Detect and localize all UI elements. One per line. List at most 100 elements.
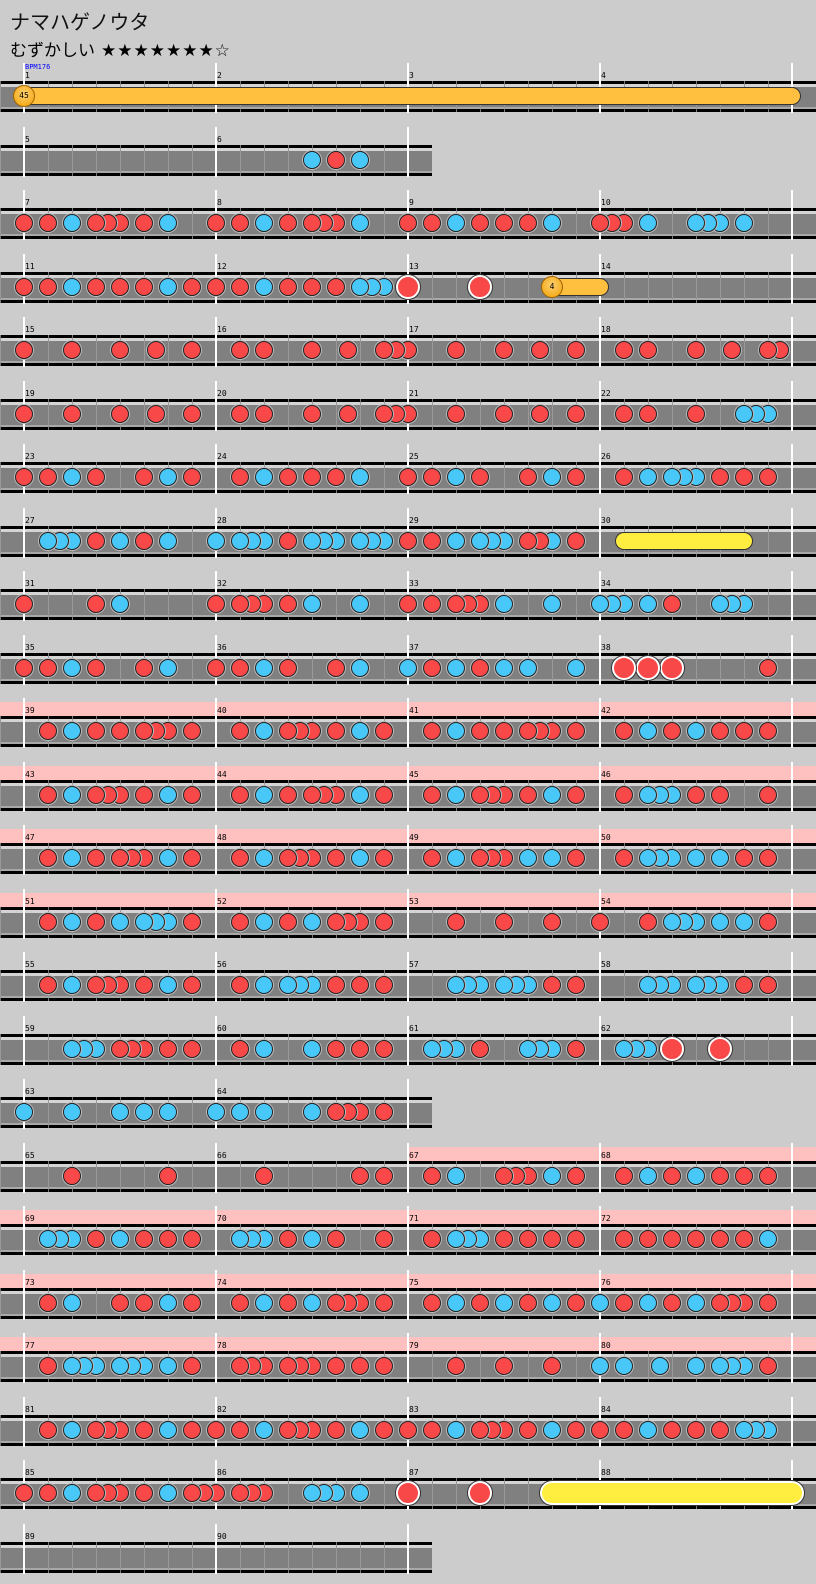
beat-tick [336,1160,337,1164]
ka-note [159,468,177,486]
beat-tick [744,1160,745,1164]
beat-tick [120,998,121,1001]
beat-tick [120,1541,121,1545]
don-note [15,468,33,486]
beat-tick [360,1224,361,1227]
measure-number: 19 [25,388,35,398]
don-note [735,722,753,740]
don-note [87,595,105,613]
beat-tick [312,998,313,1001]
don-note [519,531,537,550]
ka-note [351,595,369,613]
beat-tick [72,1033,73,1037]
chart-row: 85 86 87 88 [0,1460,816,1512]
barline [791,1269,793,1320]
don-note [39,912,57,931]
beat-tick [720,236,721,239]
beat-tick [720,490,721,493]
measure-number: 86 [217,1468,227,1477]
beat-tick [48,1287,49,1291]
beat-gridline [192,147,193,173]
beat-tick [240,1160,241,1164]
don-note [711,1293,729,1312]
beat-tick [624,208,625,211]
ka-note [447,1420,465,1439]
beat-tick [384,807,385,811]
don-note [147,404,165,423]
beat-gridline [432,338,433,363]
beat-tick [264,490,265,493]
beat-tick [96,398,97,402]
don-note [183,1230,201,1248]
beat-tick [336,589,337,592]
beat-tick [288,744,289,747]
beat-tick [312,172,313,176]
beat-tick [168,236,169,239]
beat-tick [120,299,121,303]
ka-note [159,1103,177,1121]
beat-tick [312,1287,313,1291]
beat-tick [48,1061,49,1065]
beat-tick [240,1252,241,1255]
beat-tick [360,1061,361,1065]
beat-tick [384,1188,385,1192]
don-note [327,722,345,740]
beat-tick [624,807,625,811]
don-note [87,468,105,486]
beat-tick [696,1287,697,1291]
don-note [591,214,609,232]
beat-tick [72,398,73,402]
beat-tick [696,1033,697,1037]
beat-tick [72,1478,73,1481]
beat-tick [576,1224,577,1227]
chart-row: 73 74 75 76 [0,1269,816,1322]
don-note [231,404,249,423]
beat-tick [480,553,481,557]
beat-gridline [624,909,625,935]
beat-gridline [384,465,385,490]
beat-tick [552,1061,553,1065]
beat-tick [288,998,289,1001]
beat-tick [264,236,265,239]
beat-tick [528,335,529,338]
beat-tick [0,617,1,620]
beat-tick [240,1287,241,1291]
beat-tick [504,1061,505,1065]
beat-tick [288,934,289,938]
beat-tick [120,1125,121,1128]
beat-tick [744,271,745,275]
ka-note [351,785,369,804]
beat-tick [192,1478,193,1481]
beat-tick [624,553,625,557]
don-note [735,1230,753,1248]
beat-tick [360,744,361,747]
barline [791,1396,793,1447]
beat-tick [744,1414,745,1418]
barline [791,634,793,685]
don-note [447,912,465,931]
don-note [519,785,537,804]
beat-gridline [744,655,745,681]
don-note [711,1230,729,1248]
beat-tick [432,81,433,84]
beat-tick [96,1061,97,1065]
beat-tick [672,426,673,430]
ka-note [63,722,81,740]
beat-tick [120,1252,121,1255]
gogo-band [408,1146,600,1161]
beat-gridline [264,147,265,173]
beat-tick [312,807,313,811]
beat-tick [576,716,577,719]
barline [791,888,793,939]
beat-tick [0,208,1,211]
ka-note [351,849,369,867]
beat-tick [696,1252,697,1255]
beat-tick [0,1478,1,1481]
measure-number: 21 [409,388,419,398]
beat-tick [720,1414,721,1418]
measure-number: 58 [601,960,611,969]
beat-tick [48,652,49,656]
don-note [231,1484,249,1502]
beat-tick [360,906,361,910]
beat-tick [480,1379,481,1382]
